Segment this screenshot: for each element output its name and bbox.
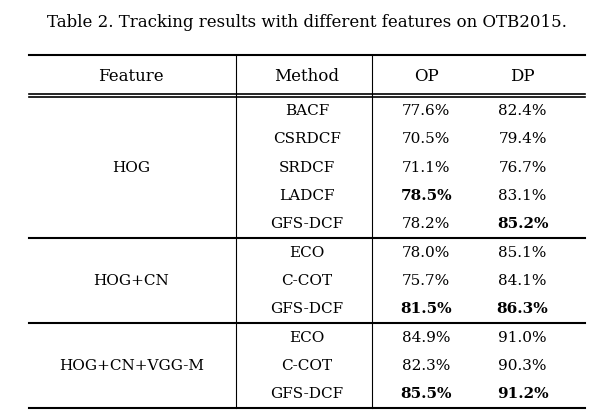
Text: 85.1%: 85.1%	[499, 246, 546, 260]
Text: 78.5%: 78.5%	[400, 189, 452, 203]
Text: OP: OP	[414, 68, 438, 84]
Text: 79.4%: 79.4%	[499, 133, 547, 146]
Text: HOG: HOG	[112, 161, 150, 175]
Text: 86.3%: 86.3%	[497, 302, 548, 316]
Text: 77.6%: 77.6%	[402, 104, 450, 118]
Text: LADCF: LADCF	[279, 189, 335, 203]
Text: 82.3%: 82.3%	[402, 359, 450, 373]
Text: 85.2%: 85.2%	[497, 217, 548, 231]
Text: CSRDCF: CSRDCF	[273, 133, 341, 146]
Text: 91.0%: 91.0%	[498, 331, 547, 344]
Text: 90.3%: 90.3%	[499, 359, 547, 373]
Text: DP: DP	[510, 68, 535, 84]
Text: Feature: Feature	[98, 68, 164, 84]
Text: 85.5%: 85.5%	[400, 387, 452, 401]
Text: 78.0%: 78.0%	[402, 246, 450, 260]
Text: C-COT: C-COT	[281, 359, 333, 373]
Text: 75.7%: 75.7%	[402, 274, 450, 288]
Text: GFS-DCF: GFS-DCF	[270, 387, 344, 401]
Text: 81.5%: 81.5%	[400, 302, 452, 316]
Text: BACF: BACF	[285, 104, 329, 118]
Text: ECO: ECO	[289, 331, 325, 344]
Text: 84.1%: 84.1%	[499, 274, 547, 288]
Text: Method: Method	[274, 68, 340, 84]
Text: GFS-DCF: GFS-DCF	[270, 217, 344, 231]
Text: HOG+CN: HOG+CN	[93, 274, 169, 288]
Text: 83.1%: 83.1%	[499, 189, 546, 203]
Text: SRDCF: SRDCF	[279, 161, 335, 175]
Text: 91.2%: 91.2%	[497, 387, 548, 401]
Text: HOG+CN+VGG-M: HOG+CN+VGG-M	[59, 359, 204, 373]
Text: 76.7%: 76.7%	[499, 161, 546, 175]
Text: Table 2. Tracking results with different features on OTB2015.: Table 2. Tracking results with different…	[47, 14, 567, 31]
Text: 82.4%: 82.4%	[499, 104, 547, 118]
Text: 71.1%: 71.1%	[402, 161, 450, 175]
Text: 78.2%: 78.2%	[402, 217, 450, 231]
Text: ECO: ECO	[289, 246, 325, 260]
Text: C-COT: C-COT	[281, 274, 333, 288]
Text: GFS-DCF: GFS-DCF	[270, 302, 344, 316]
Text: 84.9%: 84.9%	[402, 331, 450, 344]
Text: 70.5%: 70.5%	[402, 133, 450, 146]
